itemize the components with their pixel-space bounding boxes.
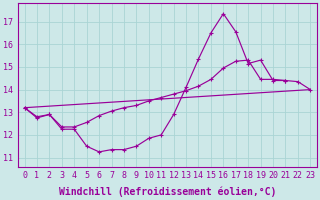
X-axis label: Windchill (Refroidissement éolien,°C): Windchill (Refroidissement éolien,°C) [59,186,276,197]
